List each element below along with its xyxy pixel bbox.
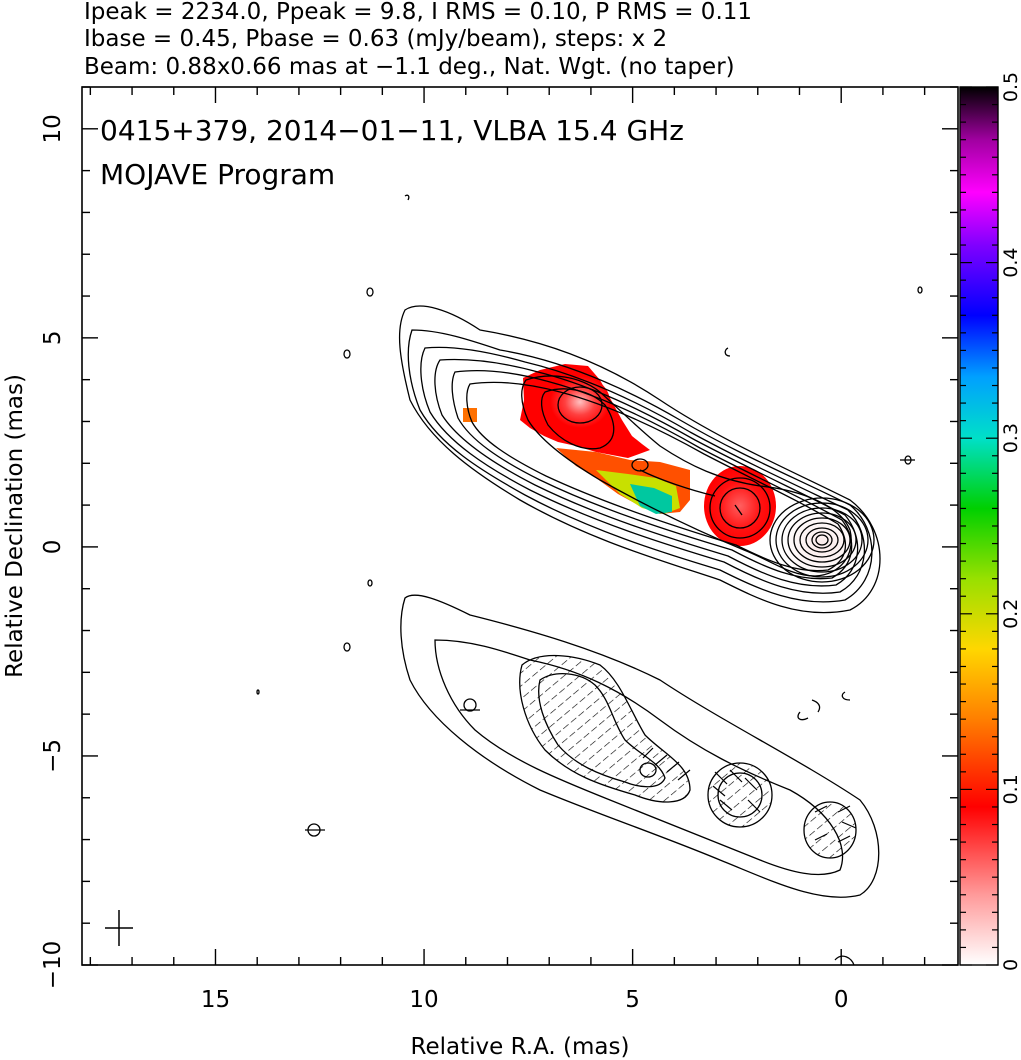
program-label: MOJAVE Program <box>100 158 335 191</box>
intensity-contours <box>256 194 923 695</box>
y-tick-label: 0 <box>40 540 66 555</box>
colorbar-label: 0 <box>1000 959 1021 971</box>
y-tick-label: −5 <box>40 739 66 773</box>
source-label: 0415+379, 2014−01−11, VLBA 15.4 GHz <box>100 114 684 147</box>
fractional-polarization-map <box>463 364 866 581</box>
hatched-region-3 <box>803 801 857 859</box>
plot-frame <box>81 86 959 966</box>
header-line-3: Beam: 0.88x0.66 mas at −1.1 deg., Nat. W… <box>84 54 735 80</box>
header-line-1: Ipeak = 2234.0, Ppeak = 9.8, I RMS = 0.1… <box>84 0 752 25</box>
colorbar-ticks <box>960 86 998 966</box>
colorbar-label: 0.5 <box>1000 72 1021 102</box>
colorbar-labels: 0 0.1 0.2 0.3 0.4 0.5 <box>1000 72 1021 971</box>
y-tick-label: 10 <box>40 114 66 143</box>
y-tick-labels: 10 5 0 −5 −10 <box>40 114 66 989</box>
polarization-patch-jet-cyan <box>630 484 672 514</box>
x-axis-title: Relative R.A. (mas) <box>411 1034 630 1060</box>
x-tick-labels: 15 10 5 0 <box>201 987 849 1013</box>
hatched-region-2-inner <box>717 772 763 818</box>
axis-ticks <box>82 86 958 966</box>
x-tick-label: 10 <box>409 987 438 1013</box>
colorbar-label: 0.2 <box>1000 599 1021 629</box>
x-tick-label: 5 <box>625 987 640 1013</box>
polarized-intensity-contours <box>305 594 880 965</box>
y-tick-label: −10 <box>40 941 66 990</box>
colorbar-label: 0.4 <box>1000 247 1021 277</box>
y-axis-title: Relative Declination (mas) <box>2 374 28 678</box>
x-tick-label: 0 <box>834 987 849 1013</box>
header-line-2: Ibase = 0.45, Pbase = 0.63 (mJy/beam), s… <box>84 26 667 52</box>
y-tick-label: 5 <box>40 331 66 346</box>
colorbar-label: 0.1 <box>1000 774 1021 804</box>
polarized-intensity-panel <box>305 594 880 965</box>
hatched-region-1-inner <box>538 673 666 788</box>
plot-area: 0415+379, 2014−01−11, VLBA 15.4 GHz MOJA… <box>100 114 923 965</box>
hatched-region-1-knot <box>639 762 657 778</box>
colorbar <box>959 86 999 966</box>
evpa-vectors <box>642 747 857 843</box>
hatched-region-1 <box>519 654 691 803</box>
x-tick-label: 15 <box>201 987 230 1013</box>
beam-marker <box>105 910 133 946</box>
colorbar-label: 0.3 <box>1000 423 1021 453</box>
